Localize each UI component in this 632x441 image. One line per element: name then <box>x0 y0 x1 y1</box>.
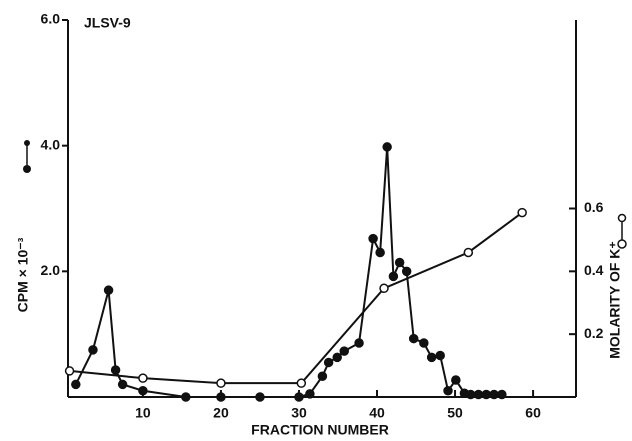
y2-axis-title: MOLARITY OF K⁺ <box>607 241 623 359</box>
x-tick-label: 10 <box>135 405 151 421</box>
data-point <box>481 389 492 400</box>
data-point <box>323 357 334 368</box>
y2-tick-label: 0.4 <box>584 262 604 278</box>
data-point <box>489 389 499 400</box>
data-point <box>497 389 507 400</box>
data-point <box>517 207 527 218</box>
data-point <box>463 247 474 258</box>
x-tick-label: 50 <box>447 405 463 421</box>
data-point <box>473 389 484 400</box>
data-point <box>71 379 81 390</box>
y-axis-title: CPM × 10⁻³ <box>15 237 31 312</box>
chart-title: JLSV-9 <box>84 15 131 31</box>
legend-open <box>617 213 627 249</box>
data-point <box>216 378 226 388</box>
data-point <box>368 233 378 244</box>
data-point <box>216 392 226 402</box>
data-point <box>138 373 148 383</box>
data-point <box>294 392 304 402</box>
series-line <box>69 211 523 385</box>
data-point <box>388 271 399 282</box>
x-tick-label: 20 <box>213 405 229 421</box>
data-point <box>443 385 453 396</box>
data-point <box>64 366 75 376</box>
data-point <box>426 352 437 363</box>
y2-tick-label: 0.6 <box>584 199 604 215</box>
y-tick-label: 6.0 <box>41 11 61 27</box>
data-point <box>401 266 412 277</box>
x-axis-title: FRACTION NUMBER <box>251 422 389 438</box>
data-point <box>117 379 128 390</box>
y2-tick-label: 0.2 <box>584 325 604 341</box>
y-tick-label: 4.0 <box>41 136 61 152</box>
x-tick-label: 60 <box>525 405 541 421</box>
data-point <box>435 350 445 361</box>
data-point <box>451 375 461 385</box>
data-point <box>181 392 191 402</box>
data-point <box>419 338 429 348</box>
data-point <box>332 352 342 363</box>
data-point <box>317 371 328 382</box>
data-point <box>382 142 392 152</box>
series-line <box>74 146 502 398</box>
data-point <box>408 333 419 344</box>
data-point <box>103 285 114 295</box>
data-point <box>375 247 385 258</box>
x-tick-label: 30 <box>291 405 307 421</box>
data-point <box>138 385 148 396</box>
data-point <box>255 392 265 402</box>
data-point <box>354 338 364 348</box>
data-point <box>379 283 389 294</box>
data-point <box>394 257 405 268</box>
data-point <box>296 378 307 388</box>
y-tick-label: 2.0 <box>41 262 61 278</box>
data-point <box>110 365 121 375</box>
data-point <box>305 389 315 399</box>
data-point <box>88 345 98 355</box>
data-point <box>465 389 476 400</box>
legend-filled <box>23 140 31 173</box>
data-point <box>339 346 349 356</box>
x-tick-label: 40 <box>369 405 385 421</box>
